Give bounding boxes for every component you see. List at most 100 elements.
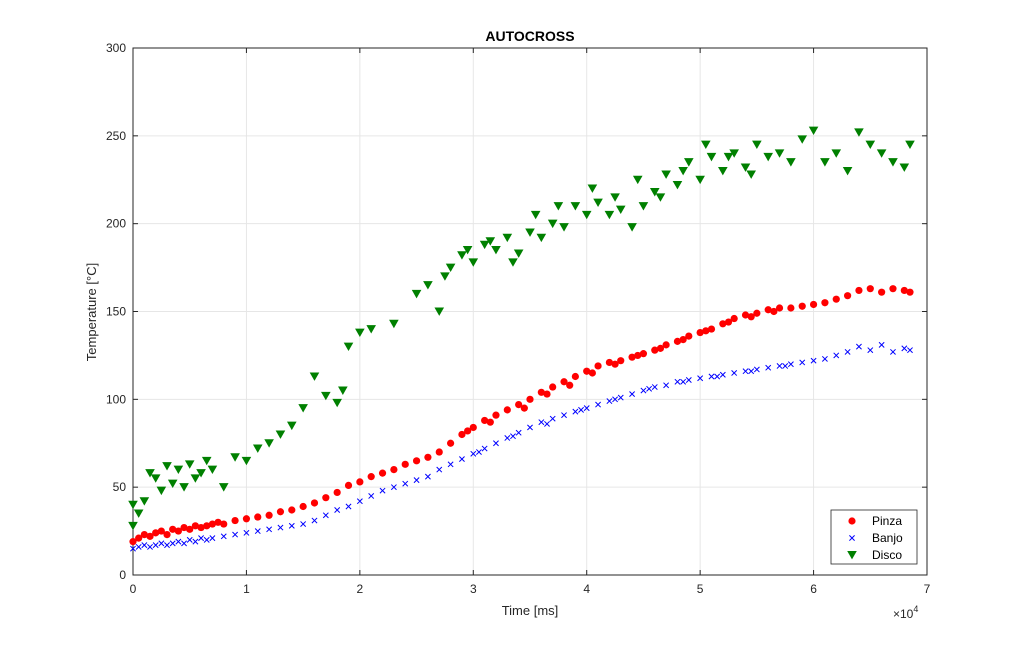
x-tick-label: 5 [697, 582, 704, 596]
data-point-pinza [747, 313, 755, 321]
data-point-disco [723, 152, 734, 162]
data-point-disco [718, 166, 728, 176]
data-point-pinza [469, 423, 477, 432]
data-point-pinza [356, 478, 364, 486]
data-point-banjo [680, 378, 687, 385]
data-point-disco [128, 521, 138, 531]
data-point-pinza [203, 522, 211, 530]
data-point-banjo [147, 543, 153, 550]
data-point-banjo [152, 542, 159, 549]
data-point-disco [854, 128, 864, 137]
data-point-disco [627, 223, 637, 232]
data-point-disco [774, 149, 785, 158]
data-point-disco [389, 319, 399, 329]
legend-markers [847, 517, 857, 560]
data-point-banjo [493, 440, 499, 447]
y-tick-label: 300 [106, 41, 126, 55]
data-point-banjo [549, 415, 556, 422]
data-point-banjo [907, 347, 913, 354]
x-tick-label: 7 [924, 582, 931, 596]
data-point-pinza [191, 522, 199, 530]
data-point-disco [905, 140, 915, 150]
data-point-banjo [833, 352, 840, 359]
y-tick-label: 250 [106, 129, 126, 143]
data-point-pinza [231, 516, 239, 525]
data-point-banjo [311, 517, 318, 524]
data-point-banjo [186, 536, 193, 543]
data-point-pinza [208, 520, 216, 528]
data-point-banjo [646, 385, 653, 392]
data-point-disco [570, 202, 581, 211]
data-point-banjo [447, 461, 454, 468]
data-point-pinza [310, 499, 319, 507]
data-point-pinza [696, 328, 704, 337]
data-point-pinza [481, 416, 489, 425]
data-point-banjo [765, 364, 772, 371]
data-point-disco [547, 219, 558, 229]
data-point-disco [434, 307, 445, 316]
data-point-pinza [679, 336, 687, 344]
data-point-banjo [390, 484, 397, 491]
data-point-disco [808, 126, 819, 135]
data-point-disco [525, 228, 535, 237]
data-point-disco [672, 181, 683, 190]
data-point-pinza [611, 360, 619, 368]
data-point-banjo [470, 450, 477, 457]
y-tick-label: 50 [113, 480, 127, 494]
data-point-pinza [889, 285, 897, 293]
data-point-pinza [412, 457, 421, 465]
data-point-pinza [787, 304, 795, 312]
data-point-disco [332, 398, 342, 408]
data-point-disco [275, 430, 286, 439]
data-point-disco [763, 152, 773, 162]
data-point-banjo [356, 498, 363, 505]
x-tick-label: 4 [583, 582, 590, 596]
data-point-disco [241, 456, 252, 466]
data-point-disco [678, 166, 688, 176]
y-tick-label: 200 [106, 217, 126, 231]
data-point-pinza [435, 448, 443, 456]
data-point-pinza [152, 529, 160, 537]
data-point-disco [485, 237, 496, 246]
y-axis: 0 50 100 150 200 250 300 [106, 41, 927, 582]
x-axis: 0 1 2 3 4 5 6 7 [130, 48, 931, 596]
data-point-pinza [157, 527, 165, 535]
data-point-disco [196, 469, 206, 478]
data-point-banjo [844, 348, 851, 355]
data-point-disco [559, 223, 569, 232]
data-point-banjo [300, 521, 307, 528]
data-point-banjo [583, 405, 590, 412]
data-point-pinza [140, 530, 148, 539]
data-point-banjo [561, 412, 567, 419]
data-point-disco [899, 163, 910, 172]
data-point-banjo [277, 524, 284, 531]
legend-label-disco: Disco [872, 548, 902, 562]
data-point-pinza [775, 304, 784, 312]
data-point-disco [701, 140, 711, 150]
data-point-pinza [685, 332, 693, 340]
data-point-disco [321, 391, 331, 401]
data-point-disco [309, 372, 320, 381]
data-point-disco [173, 465, 184, 474]
data-point-banjo [424, 473, 431, 480]
data-point-pinza [583, 367, 591, 375]
data-point-banjo [209, 535, 216, 542]
data-point-banjo [368, 492, 375, 499]
y-axis-label: Temperature [°C] [84, 263, 99, 361]
data-point-pinza [855, 286, 863, 295]
legend-marker-pinza [848, 517, 856, 525]
data-point-pinza [344, 481, 353, 490]
data-point-banjo [164, 542, 170, 549]
data-point-disco [457, 251, 467, 260]
data-point-disco [684, 158, 694, 167]
data-point-pinza [515, 401, 523, 409]
data-point-banjo [572, 408, 579, 415]
data-point-pinza [254, 513, 262, 521]
data-point-banjo [322, 512, 329, 519]
data-point-pinza [492, 411, 500, 419]
data-point-banjo [169, 540, 176, 547]
data-point-pinza [605, 358, 614, 367]
data-point-pinza [146, 532, 154, 540]
data-point-banjo [578, 406, 584, 413]
data-point-banjo [175, 538, 182, 545]
